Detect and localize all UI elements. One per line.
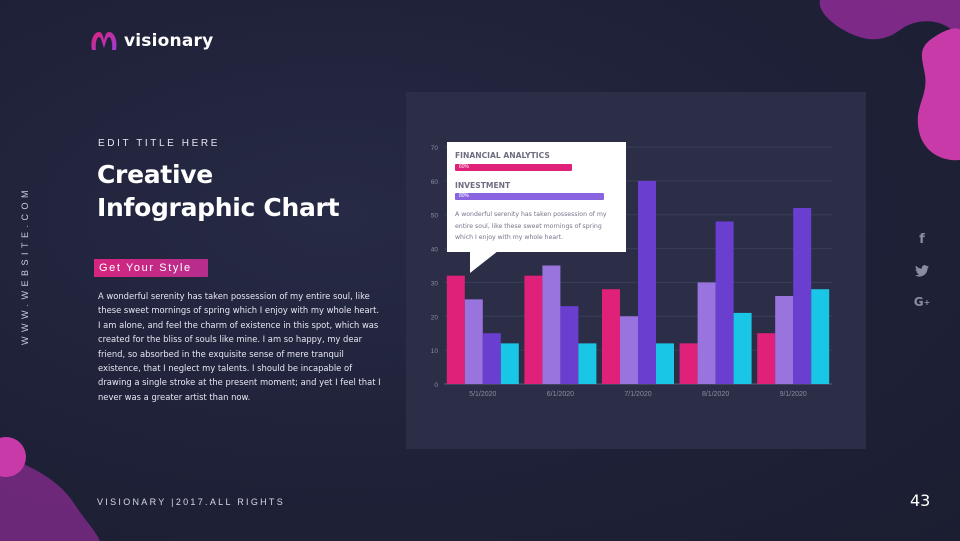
x-tick-label: 5/1/2020 bbox=[469, 391, 496, 398]
x-tick-label: 9/1/2020 bbox=[780, 391, 807, 398]
twitter-icon[interactable] bbox=[912, 262, 932, 280]
y-tick-label: 0 bbox=[434, 382, 438, 389]
bar bbox=[542, 265, 561, 384]
bar bbox=[811, 289, 830, 384]
tooltip-metric1-label: FINANCIAL ANALYTICS bbox=[455, 151, 550, 160]
y-tick-label: 70 bbox=[431, 145, 439, 152]
visionary-logo-icon bbox=[91, 32, 117, 50]
bar bbox=[733, 312, 752, 384]
bar bbox=[775, 295, 794, 384]
bar bbox=[620, 316, 638, 384]
bar bbox=[757, 333, 776, 384]
bar bbox=[715, 221, 734, 384]
tooltip-metric2-label: INVESTMENT bbox=[455, 181, 511, 190]
tooltip-description: A wonderful serenity has taken possessio… bbox=[455, 211, 607, 241]
tooltip-metric2-value: 80% bbox=[459, 193, 470, 199]
x-tick-label: 8/1/2020 bbox=[702, 391, 729, 398]
bar bbox=[679, 343, 698, 384]
title-line-2: Infographic Chart bbox=[97, 193, 340, 222]
tooltip-metric1-bar: 60% bbox=[455, 164, 572, 171]
page-number: 43 bbox=[910, 491, 931, 510]
bar bbox=[500, 343, 519, 384]
y-tick-label: 40 bbox=[431, 247, 439, 254]
bar bbox=[793, 207, 812, 384]
footer-text: VISIONARY |2017.ALL RIGHTS bbox=[97, 497, 286, 507]
title-line-1: Creative bbox=[97, 160, 213, 189]
bar bbox=[602, 289, 620, 384]
bar bbox=[524, 275, 543, 384]
brand-name: visionary bbox=[124, 31, 214, 51]
y-tick-label: 10 bbox=[431, 348, 439, 355]
y-tick-label: 50 bbox=[431, 213, 439, 220]
x-tick-label: 7/1/2020 bbox=[624, 391, 651, 398]
bar bbox=[578, 343, 597, 384]
style-tag: Get Your Style bbox=[94, 259, 208, 277]
brand-logo: visionary bbox=[90, 30, 213, 52]
top-right-blob bbox=[819, 0, 960, 161]
x-tick-label: 6/1/2020 bbox=[547, 391, 574, 398]
body-paragraph: A wonderful serenity has taken possessio… bbox=[98, 291, 381, 402]
bar bbox=[638, 180, 656, 384]
tooltip-pointer bbox=[470, 251, 498, 273]
page-title: Creative Infographic Chart bbox=[97, 158, 387, 224]
bar bbox=[446, 275, 465, 384]
tooltip-metric1-value: 60% bbox=[459, 164, 470, 170]
bar bbox=[560, 306, 579, 384]
tooltip-metric2-bar: 80% bbox=[455, 193, 604, 200]
y-tick-label: 60 bbox=[431, 179, 439, 186]
facebook-icon[interactable]: f bbox=[919, 231, 925, 247]
y-tick-label: 20 bbox=[431, 314, 439, 321]
bar bbox=[482, 333, 501, 384]
google-plus-icon[interactable]: G + bbox=[913, 295, 931, 309]
bar bbox=[697, 282, 716, 384]
bar bbox=[464, 299, 483, 384]
bottom-left-blob bbox=[0, 437, 100, 541]
eyebrow-text: EDIT TITLE HERE bbox=[98, 138, 220, 149]
bar bbox=[656, 343, 674, 384]
y-tick-label: 30 bbox=[431, 280, 439, 287]
